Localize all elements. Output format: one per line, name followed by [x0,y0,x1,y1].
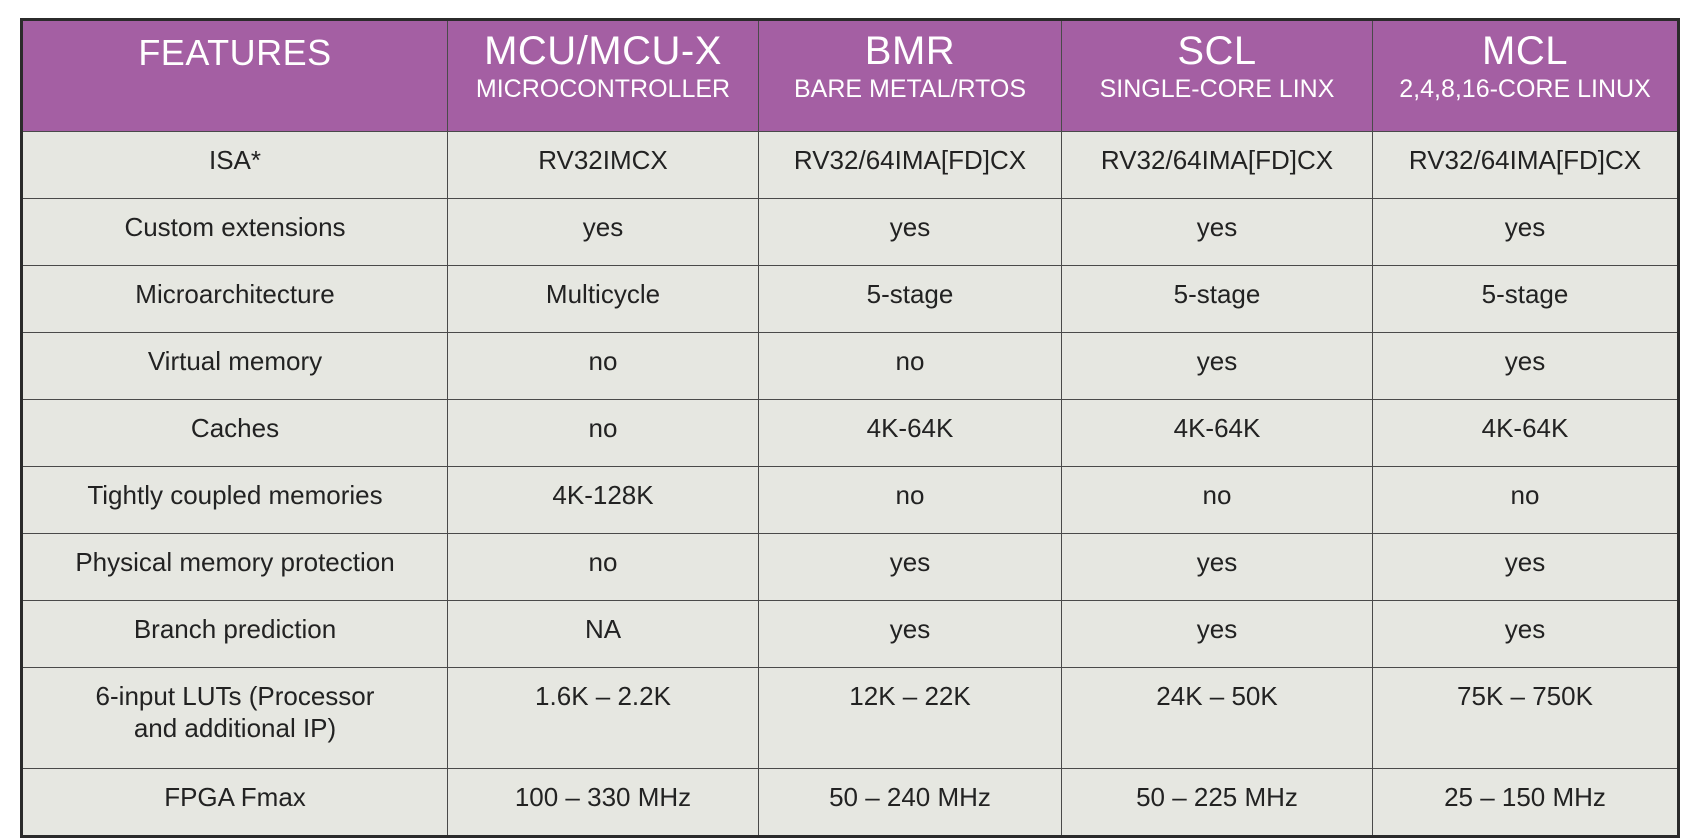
table-row: Virtual memory no no yes yes [21,332,1679,400]
feature-cell: Tightly coupled memories [21,466,448,534]
table-row: 6-input LUTs (Processor and additional I… [21,667,1679,769]
value-cell: 4K-64K [758,399,1062,467]
table-row: ISA* RV32IMCX RV32/64IMA[FD]CX RV32/64IM… [21,131,1679,199]
value-cell: yes [1061,332,1373,400]
value-cell: 4K-64K [1061,399,1373,467]
value-cell: 50 – 240 MHz [758,768,1062,837]
value-cell: no [1372,466,1679,534]
value-cell: 12K – 22K [758,667,1062,769]
table-row: Tightly coupled memories 4K-128K no no n… [21,466,1679,534]
header-title: MCL [1482,29,1568,73]
feature-comparison-table: FEATURES MCU/MCU-X MICROCONTROLLER BMR B… [20,18,1680,838]
value-cell: 4K-64K [1372,399,1679,467]
value-cell: no [447,399,759,467]
header-title: BMR [864,29,956,73]
value-cell: yes [1061,198,1373,266]
feature-line: and additional IP) [133,713,337,743]
value-cell: 5-stage [1372,265,1679,333]
feature-cell: FPGA Fmax [21,768,448,837]
header-bmr: BMR BARE METAL/RTOS [758,19,1062,132]
value-cell: yes [1372,332,1679,400]
header-title: SCL [1177,29,1257,73]
table-row: Caches no 4K-64K 4K-64K 4K-64K [21,399,1679,467]
value-cell: 25 – 150 MHz [1372,768,1679,837]
value-cell: 5-stage [758,265,1062,333]
header-subtitle: BARE METAL/RTOS [793,75,1026,103]
header-subtitle: MICROCONTROLLER [475,75,731,103]
header-features-label: FEATURES [138,32,332,73]
value-cell: yes [1061,600,1373,668]
feature-cell: Virtual memory [21,332,448,400]
header-row: FEATURES MCU/MCU-X MICROCONTROLLER BMR B… [21,19,1679,132]
value-cell: yes [1372,600,1679,668]
value-cell: RV32/64IMA[FD]CX [1061,131,1373,199]
table-row: Branch prediction NA yes yes yes [21,600,1679,668]
feature-cell: 6-input LUTs (Processor and additional I… [21,667,448,769]
value-cell: no [447,533,759,601]
table-row: Custom extensions yes yes yes yes [21,198,1679,266]
feature-cell: Caches [21,399,448,467]
header-subtitle: 2,4,8,16-CORE LINUX [1399,75,1651,103]
value-cell: Multicycle [447,265,759,333]
header-features: FEATURES [21,19,448,132]
header-subtitle: SINGLE-CORE LINX [1099,75,1335,103]
value-cell: yes [1372,198,1679,266]
value-cell: yes [758,600,1062,668]
table-row: Physical memory protection no yes yes ye… [21,533,1679,601]
table-row: FPGA Fmax 100 – 330 MHz 50 – 240 MHz 50 … [21,768,1679,837]
feature-cell: Microarchitecture [21,265,448,333]
value-cell: 50 – 225 MHz [1061,768,1373,837]
feature-cell: Custom extensions [21,198,448,266]
value-cell: yes [1061,533,1373,601]
feature-line: 6-input LUTs (Processor [95,681,375,711]
feature-cell: Physical memory protection [21,533,448,601]
feature-cell: Branch prediction [21,600,448,668]
value-cell: 4K-128K [447,466,759,534]
value-cell: no [447,332,759,400]
header-mcl: MCL 2,4,8,16-CORE LINUX [1372,19,1679,132]
feature-cell: ISA* [21,131,448,199]
header-title: MCU/MCU-X [484,29,722,73]
value-cell: 100 – 330 MHz [447,768,759,837]
value-cell: yes [447,198,759,266]
value-cell: yes [758,198,1062,266]
value-cell: 5-stage [1061,265,1373,333]
value-cell: RV32IMCX [447,131,759,199]
value-cell: no [1061,466,1373,534]
value-cell: no [758,466,1062,534]
value-cell: 75K – 750K [1372,667,1679,769]
value-cell: yes [758,533,1062,601]
value-cell: RV32/64IMA[FD]CX [758,131,1062,199]
header-scl: SCL SINGLE-CORE LINX [1061,19,1373,132]
value-cell: NA [447,600,759,668]
value-cell: 1.6K – 2.2K [447,667,759,769]
value-cell: RV32/64IMA[FD]CX [1372,131,1679,199]
value-cell: 24K – 50K [1061,667,1373,769]
value-cell: no [758,332,1062,400]
value-cell: yes [1372,533,1679,601]
header-mcu: MCU/MCU-X MICROCONTROLLER [447,19,759,132]
table-row: Microarchitecture Multicycle 5-stage 5-s… [21,265,1679,333]
